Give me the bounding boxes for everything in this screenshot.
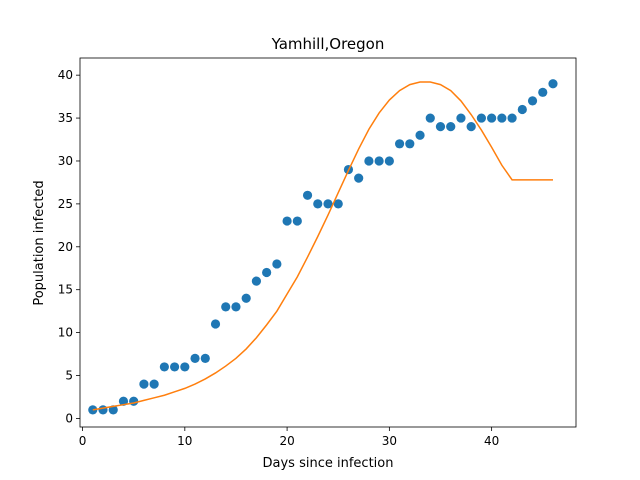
data-point [374,156,384,166]
x-tick-label: 20 [279,434,294,448]
y-tick-label: 15 [58,283,73,297]
data-point [262,267,272,278]
y-tick-label: 10 [58,326,73,340]
data-point [200,353,210,363]
plot-area [88,79,558,415]
data-point [149,379,159,389]
data-point [282,216,292,226]
data-point [170,362,180,372]
data-point [313,199,323,209]
data-point [405,139,415,149]
chart-title: Yamhill,Oregon [271,35,385,53]
data-point [425,113,435,123]
axes-frame [79,57,577,428]
y-tick-label: 30 [58,154,73,168]
data-point [497,113,507,123]
y-axis-label: Population infected [32,180,47,305]
data-point [241,293,251,303]
data-point [394,139,405,149]
data-point [251,276,262,286]
data-point [364,156,374,166]
data-point [323,199,333,209]
data-point [527,96,538,106]
x-tick-label: 0 [79,434,87,448]
data-point [466,122,476,132]
data-point [272,259,282,269]
data-point [548,79,558,89]
data-point [180,362,190,372]
data-point [221,302,231,312]
data-point [231,302,241,312]
data-point [354,173,364,183]
y-tick-label: 5 [65,369,73,383]
data-point [159,362,169,372]
x-tick-label: 10 [177,434,192,448]
data-point [190,353,200,363]
fit-curve-line [92,81,553,411]
data-point [129,396,139,406]
data-point [98,405,108,415]
x-tick-label: 30 [382,434,397,448]
data-point [538,87,548,97]
data-point [476,113,486,123]
data-point [302,190,313,200]
data-point [446,122,456,132]
data-point [415,130,425,140]
y-tick-label: 0 [65,411,73,425]
data-point [487,113,497,123]
x-axis-label: Days since infection [263,456,394,471]
data-point [435,122,446,132]
y-tick-label: 35 [58,111,73,125]
data-point [292,216,302,226]
data-point [517,104,527,115]
data-point [456,113,466,123]
y-tick-label: 40 [58,68,73,82]
data-point [507,113,517,123]
data-point [333,199,343,209]
x-tick-label: 40 [484,434,499,448]
y-tick-label: 25 [58,197,73,211]
data-point [384,156,394,166]
data-point [139,379,149,389]
y-tick-label: 20 [58,240,73,254]
data-point [210,319,221,329]
axes: 0 10 20 30 40 0 5 10 15 20 25 30 35 40 [58,57,577,448]
